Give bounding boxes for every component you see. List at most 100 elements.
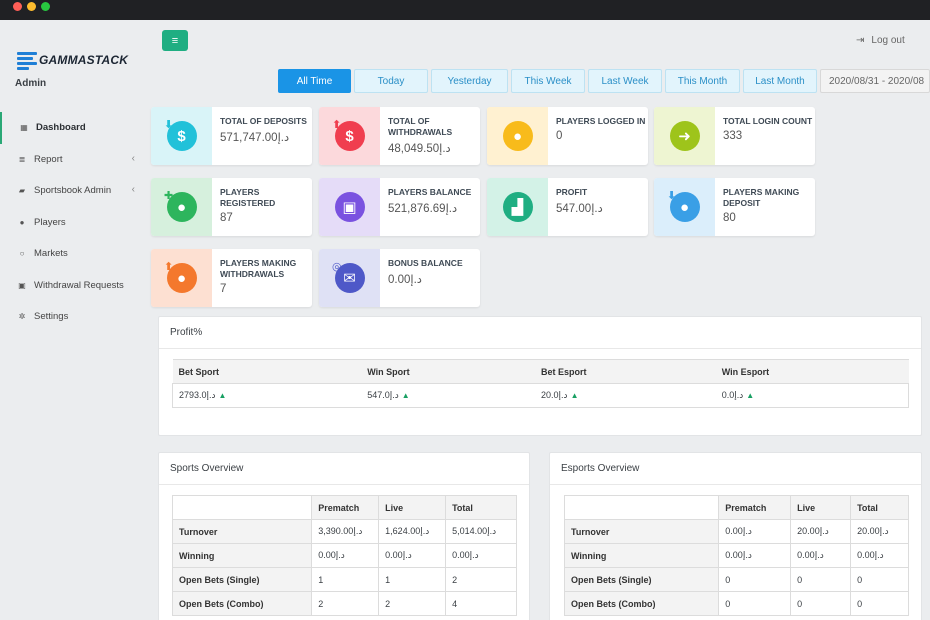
- filter-this-week-button[interactable]: This Week: [511, 69, 585, 93]
- card-total-of-withdrawals[interactable]: $ ⬆ TOTAL OF WITHDRAWALS 48,049.50د.إ: [319, 107, 480, 165]
- date-range-input[interactable]: 2020/08/31 - 2020/08: [820, 69, 930, 93]
- sports-header-row: Prematch Live Total: [171, 495, 517, 520]
- sports-cell: 4: [445, 591, 517, 616]
- esports-cell: 0: [790, 567, 852, 592]
- esports-cell: 20.00د.إ: [850, 519, 909, 544]
- user-up-icon: ●: [166, 263, 197, 293]
- card-body: PLAYERS BALANCE 521,876.69د.إ: [380, 178, 480, 236]
- sidebar-item-withdrawal-requests[interactable]: ▣ Withdrawal Requests: [0, 270, 150, 302]
- esports-overview-table: Prematch Live Total Turnover 0.00د.إ 20.00د.إ…: [563, 495, 909, 616]
- logout-label: Log out: [871, 35, 905, 46]
- table-row: Winning 0.00د.إ 0.00د.إ 0.00د.إ: [563, 543, 909, 568]
- card-players-making-withdrawals[interactable]: ● ⬆ PLAYERS MAKING WITHDRAWALS 7: [151, 249, 312, 307]
- table-row: Turnover 0.00د.إ 20.00د.إ 20.00د.إ: [563, 519, 909, 544]
- filter-yesterday-button[interactable]: Yesterday: [431, 69, 508, 93]
- sports-cell: 1: [311, 567, 380, 592]
- card-value: 547.00د.إ: [556, 203, 603, 215]
- card-icon-area: ● ⬇: [654, 178, 715, 236]
- card-body: PLAYERS MAKING WITHDRAWALS 7: [212, 249, 312, 307]
- card-bonus-balance[interactable]: ✉ ◎ BONUS BALANCE 0.00د.إ: [319, 249, 480, 307]
- cogs-icon: ✲: [18, 312, 26, 322]
- table-row: Open Bets (Combo) 0 0 0: [563, 591, 909, 616]
- sidebar-item-dashboard[interactable]: ▦ Dashboard: [0, 112, 150, 144]
- card-body: TOTAL LOGIN COUNT 333: [715, 107, 815, 165]
- chevron-left-icon: ‹: [131, 184, 135, 195]
- card-players-balance[interactable]: ▣ PLAYERS BALANCE 521,876.69د.إ: [319, 178, 480, 236]
- card-icon-area: ➜: [654, 107, 715, 165]
- sidebar-item-settings[interactable]: ✲ Settings: [0, 301, 150, 333]
- sports-cell: 0.00د.إ: [378, 543, 447, 568]
- dollar-down-icon: $: [166, 121, 197, 151]
- sports-row-label: Open Bets (Combo): [171, 591, 313, 616]
- esports-column-header: Prematch: [718, 495, 792, 520]
- sidebar-item-label: Dashboard: [36, 122, 86, 134]
- money-icon: ▣: [18, 280, 26, 290]
- card-profit[interactable]: ▟ PROFIT 547.00د.إ: [487, 178, 648, 236]
- filter-last-month-button[interactable]: Last Month: [743, 69, 817, 93]
- card-value: 7: [220, 283, 227, 295]
- card-players-making-deposit[interactable]: ● ⬇ PLAYERS MAKING DEPOSIT 80: [654, 178, 815, 236]
- card-players-registered[interactable]: ● ✚ PLAYERS REGISTERED 87: [151, 178, 312, 236]
- chart-icon: ▟: [502, 192, 533, 222]
- trend-up-icon: ▲: [401, 391, 410, 400]
- book-icon: ▰: [18, 186, 26, 196]
- card-icon-area: ●: [487, 107, 548, 165]
- profit-column-header: Win Sport: [361, 359, 536, 384]
- sports-overview-panel: Sports Overview Prematch Live Total Turnove…: [158, 452, 530, 620]
- esports-header-row: Prematch Live Total: [563, 495, 909, 520]
- card-label: PLAYERS REGISTERED: [220, 187, 276, 208]
- card-icon-area: ▣: [319, 178, 380, 236]
- card-value: 571,747.00د.إ: [220, 132, 290, 144]
- profit-header-row: Bet Sport Win Sport Bet Esport Win Esport: [172, 359, 909, 384]
- profit-table: Bet Sport Win Sport Bet Esport Win Esport 27…: [172, 359, 909, 408]
- profit-value: 547.0د.إ: [367, 390, 399, 400]
- profit-panel-title: Profit%: [159, 317, 921, 349]
- profit-panel: Profit% Bet Sport Win Sport Bet Esport Win …: [158, 316, 922, 436]
- sidebar-item-label: Settings: [34, 311, 69, 323]
- sports-column-header: Live: [378, 495, 447, 520]
- table-row: Winning 0.00د.إ 0.00د.إ 0.00د.إ: [171, 543, 517, 568]
- esports-row-label: Open Bets (Single): [563, 567, 720, 592]
- card-badge-icon: ◎: [332, 261, 342, 273]
- minimize-window-button[interactable]: [27, 2, 36, 11]
- esports-cell: 0.00د.إ: [718, 543, 792, 568]
- card-badge-icon: ⬆: [332, 119, 342, 131]
- filter-today-button[interactable]: Today: [354, 69, 428, 93]
- card-total-of-deposits[interactable]: $ ⬇ TOTAL OF DEPOSITS 571,747.00د.إ: [151, 107, 312, 165]
- esports-cell: 0.00د.إ: [790, 543, 852, 568]
- sidebar-item-players[interactable]: ● Players: [0, 207, 150, 239]
- card-label: BONUS BALANCE: [388, 258, 463, 268]
- sports-column-header: Prematch: [311, 495, 380, 520]
- filter-all-time-button[interactable]: All Time: [278, 69, 351, 93]
- sports-cell: 0.00د.إ: [445, 543, 517, 568]
- sports-overview-title: Sports Overview: [159, 453, 529, 485]
- user-icon: ●: [19, 217, 25, 227]
- profit-value: 2793.0د.إ: [179, 390, 216, 400]
- trend-up-icon: ▲: [746, 391, 755, 400]
- profit-value-row: 2793.0د.إ ▲ 547.0د.إ ▲ 20.0د.إ ▲ 0.0د.إ ▲: [172, 383, 909, 408]
- sidebar-item-markets[interactable]: ○ Markets: [0, 238, 150, 270]
- sidebar-item-sportsbook-admin[interactable]: ▰ Sportsbook Admin ‹: [0, 175, 150, 207]
- card-value: 87: [220, 212, 233, 224]
- sports-cell: 2: [445, 567, 517, 592]
- sports-column-header: Total: [445, 495, 517, 520]
- logout-link[interactable]: ⇥ Log out: [856, 35, 905, 46]
- menu-toggle-button[interactable]: ≡: [162, 30, 188, 51]
- card-value: 48,049.50د.إ: [388, 143, 451, 155]
- brand-logo[interactable]: GAMMASTACK: [17, 50, 128, 70]
- card-label: TOTAL OF DEPOSITS: [220, 116, 307, 126]
- esports-row-label: Winning: [563, 543, 720, 568]
- card-players-logged-in[interactable]: ● PLAYERS LOGGED IN 0: [487, 107, 648, 165]
- sidebar-item-report[interactable]: ≣ Report ‹: [0, 144, 150, 176]
- esports-cell: 0: [850, 567, 909, 592]
- filter-this-month-button[interactable]: This Month: [665, 69, 740, 93]
- card-value: 521,876.69د.إ: [388, 203, 458, 215]
- esports-overview-title: Esports Overview: [550, 453, 921, 485]
- chevron-left-icon: ‹: [131, 152, 135, 164]
- maximize-window-button[interactable]: [41, 2, 50, 11]
- close-window-button[interactable]: [13, 2, 22, 11]
- window-titlebar: [0, 0, 930, 20]
- profit-value-cell: 0.0د.إ ▲: [715, 383, 909, 408]
- card-total-login-count[interactable]: ➜ TOTAL LOGIN COUNT 333: [654, 107, 815, 165]
- filter-last-week-button[interactable]: Last Week: [588, 69, 662, 93]
